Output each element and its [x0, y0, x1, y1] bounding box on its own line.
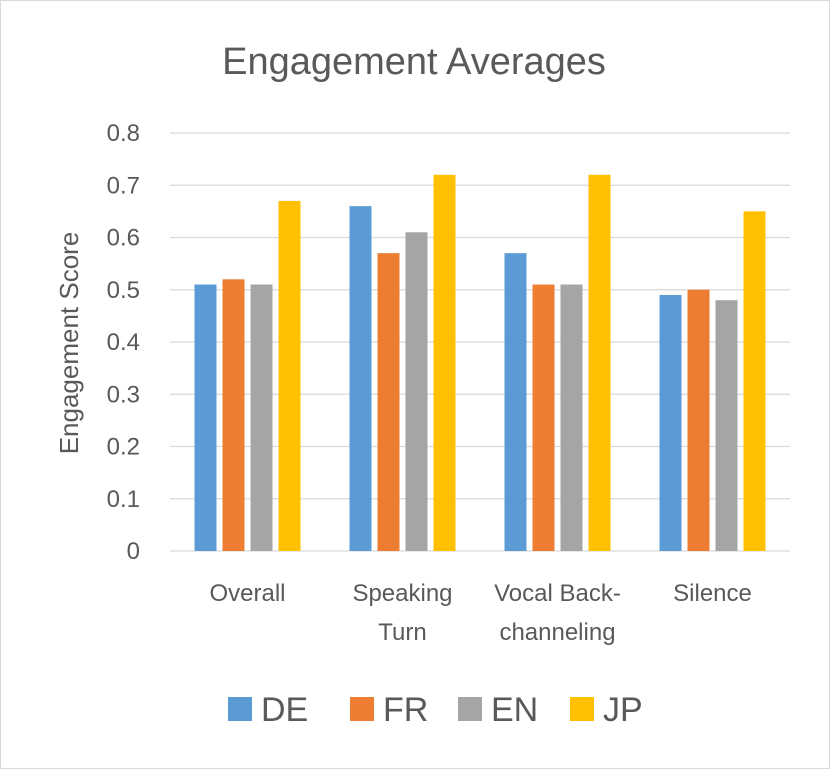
bar-jp — [743, 211, 766, 551]
y-tick-label: 0.7 — [107, 172, 140, 199]
legend-swatch-en — [458, 697, 482, 721]
bar-de — [194, 284, 217, 551]
y-tick-label: 0.8 — [107, 120, 140, 147]
y-tick-label: 0.1 — [107, 486, 140, 513]
y-tick-label: 0.6 — [107, 225, 140, 252]
bars — [194, 174, 766, 552]
bar-en — [405, 232, 428, 551]
legend-label-fr: FR — [383, 691, 428, 729]
bar-de — [349, 206, 372, 551]
bar-fr — [377, 253, 400, 552]
y-tick-label: 0.5 — [107, 277, 140, 304]
bar-jp — [588, 174, 611, 552]
bar-en — [250, 284, 273, 551]
y-axis-ticks: 0 0.1 0.2 0.3 0.4 0.5 0.6 0.7 0.8 — [107, 120, 140, 565]
legend-label-de: DE — [261, 691, 308, 729]
legend-swatch-fr — [350, 697, 374, 721]
y-axis-label: Engagement Score — [54, 232, 84, 455]
bar-fr — [687, 289, 710, 551]
bar-de — [504, 253, 527, 552]
legend: DE FR EN JP — [228, 691, 643, 729]
x-category-label: Silence — [673, 580, 752, 607]
bar-jp — [278, 200, 301, 552]
y-tick-label: 0.3 — [107, 381, 140, 408]
x-axis-categories: Overall Speaking Turn Vocal Back-channeling… — [209, 580, 751, 646]
legend-label-en: EN — [491, 691, 538, 729]
x-category-label: Overall — [209, 580, 285, 607]
legend-swatch-jp — [570, 697, 594, 721]
bar-en — [560, 284, 583, 551]
bar-en — [715, 300, 738, 551]
gridlines — [170, 132, 790, 552]
chart-title: Engagement Averages — [222, 41, 606, 83]
y-tick-label: 0.4 — [107, 329, 140, 356]
bar-fr — [532, 284, 555, 551]
bar-fr — [222, 279, 245, 551]
legend-swatch-de — [228, 697, 252, 721]
bar-jp — [433, 174, 456, 552]
x-category-label: channeling — [499, 619, 615, 646]
x-category-label: Turn — [378, 619, 426, 646]
legend-label-jp: JP — [603, 691, 643, 729]
x-category-label: Speaking — [352, 580, 452, 607]
x-category-label: Vocal Back- — [494, 580, 621, 607]
bar-de — [659, 294, 682, 551]
y-tick-label: 0 — [127, 538, 140, 565]
y-tick-label: 0.2 — [107, 434, 140, 461]
